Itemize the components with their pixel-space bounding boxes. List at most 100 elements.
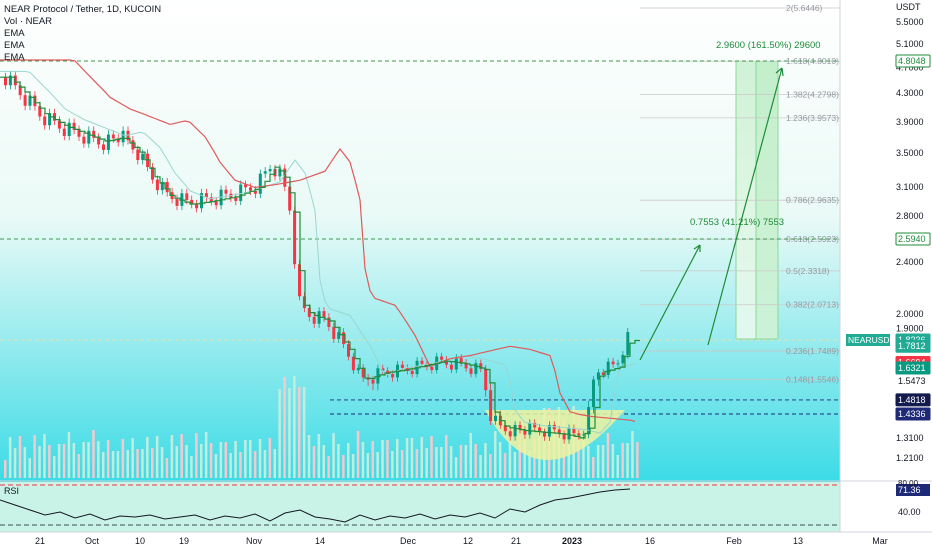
candle-body [278, 168, 282, 177]
candle-body [87, 130, 91, 144]
volume-bar [587, 446, 590, 478]
candle-body [454, 357, 458, 370]
candle-body [18, 85, 22, 96]
price-tag-bg [895, 54, 931, 68]
volume-bar [209, 443, 213, 478]
price-tag: 2.5940 [898, 234, 926, 244]
volume-bar [430, 436, 433, 478]
candle-body [258, 173, 262, 194]
candle-body [410, 370, 414, 375]
volume-bar [23, 447, 27, 478]
candle-body [116, 138, 120, 143]
price-tick-label: 1.3100 [896, 433, 924, 443]
price-tick-label: 3.9000 [896, 117, 924, 127]
candle-body [479, 363, 483, 369]
candle-body [67, 122, 71, 136]
volume-bar [347, 443, 350, 478]
volume-bar [253, 451, 257, 478]
candle-body [204, 193, 208, 198]
candle-body [293, 210, 297, 265]
candle-body [185, 193, 189, 200]
volume-bar [626, 443, 629, 478]
candle-body [43, 116, 47, 126]
candle-body [28, 95, 32, 106]
candle-body [48, 113, 52, 126]
candle-body [503, 425, 507, 432]
volume-bar [185, 445, 188, 478]
candle-body [356, 367, 360, 371]
rsi-level-lower: 40.00 [898, 507, 921, 517]
indicator-ema-1[interactable]: EMA [4, 28, 25, 39]
volume-bar [494, 431, 497, 478]
candle-body [361, 367, 365, 378]
volume-bar [601, 445, 605, 478]
projection-arrow-long [707, 67, 783, 346]
volume-bar [636, 442, 639, 478]
volume-bar [479, 455, 482, 478]
plot-background [0, 0, 840, 482]
indicator-ema-3[interactable]: EMA [4, 52, 25, 63]
price-tick-label: 1.9000 [896, 324, 924, 334]
volume-bar [420, 437, 423, 478]
indicator-volume[interactable]: Vol · NEAR [4, 16, 53, 27]
candle-body [121, 130, 125, 143]
rsi-label: RSI [4, 486, 19, 496]
candle-body [391, 374, 395, 378]
candle-body [253, 190, 257, 194]
candle-body [214, 201, 218, 206]
volume-bar [67, 432, 71, 478]
volume-bar [155, 436, 159, 478]
volume-bar [513, 452, 517, 478]
volume-bar [631, 431, 634, 478]
price-tick-label: 4.7000 [896, 63, 924, 73]
ema-mid-line [0, 70, 636, 434]
price-tag-bg [895, 339, 931, 353]
candle-body [57, 120, 61, 129]
arrow-head [775, 67, 784, 77]
candle-body [23, 95, 27, 106]
rsi-line [0, 488, 631, 523]
candle-body [533, 422, 537, 428]
candle-body [268, 169, 272, 172]
candle-body [523, 429, 527, 435]
time-tick-label: Oct [85, 536, 100, 546]
volume-bar [302, 387, 306, 478]
candle-body [508, 431, 512, 437]
candle-body [557, 429, 561, 434]
volume-bar [342, 455, 345, 478]
candle-body [106, 134, 110, 151]
candle-body [249, 187, 252, 191]
volume-bar [136, 449, 139, 478]
price-tick-label: 3.1000 [896, 182, 924, 192]
volume-bar [13, 448, 17, 478]
candle-body [327, 317, 331, 327]
volume-bar [381, 440, 384, 478]
volume-bar [204, 432, 208, 478]
volume-bar [151, 448, 154, 478]
volume-bar [376, 452, 379, 478]
indicator-ema-2[interactable]: EMA [4, 40, 25, 51]
volume-bar [606, 433, 610, 478]
candle-body [489, 390, 493, 422]
candle-body [376, 368, 380, 384]
volume-bar [621, 443, 624, 478]
volume-bar [38, 446, 41, 478]
candle-body [592, 379, 595, 408]
volume-bar [523, 440, 526, 478]
candle-body [626, 332, 630, 355]
candle-body [577, 433, 581, 436]
candle-body [332, 326, 336, 339]
volume-bar [474, 444, 477, 478]
volume-bar [489, 454, 492, 478]
candle-body [77, 129, 81, 137]
candle-body [538, 427, 542, 432]
volume-bar [175, 446, 178, 478]
time-tick-label: 10 [135, 536, 145, 546]
volume-bar [445, 435, 448, 478]
candle-body [82, 136, 86, 144]
volume-bar [317, 434, 321, 478]
volume-bar [190, 456, 193, 478]
volume-bar [214, 454, 218, 478]
candle-body [312, 316, 316, 324]
